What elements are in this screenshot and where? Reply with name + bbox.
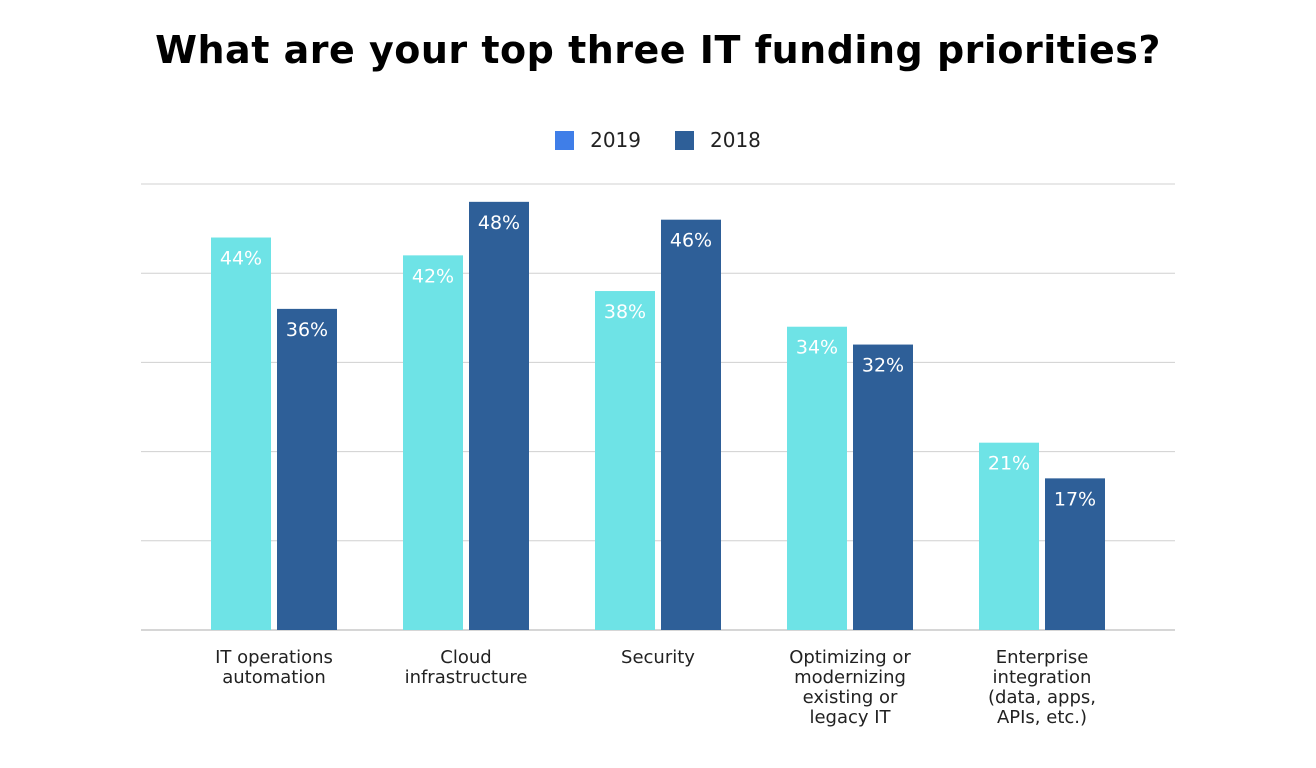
category-label: integration [993,667,1092,688]
data-label: 17% [1054,488,1096,510]
bar-2018-3 [853,344,913,630]
legend-label-2018: 2018 [710,128,761,152]
category-label: Optimizing or [789,647,911,668]
bar-2019-4 [979,442,1039,630]
data-label: 34% [796,337,838,359]
bar-2019-2 [595,291,655,630]
category-label: modernizing [794,667,906,688]
bar-2018-0 [277,308,337,630]
category-label: infrastructure [405,667,528,688]
data-label: 32% [862,355,904,377]
bar-2019-1 [403,255,463,631]
data-label: 44% [220,248,262,270]
category-label: IT operations [215,647,333,668]
legend-label-2019: 2019 [590,128,641,152]
legend-swatch-2019 [555,130,575,150]
data-label: 38% [604,301,646,323]
data-label: 21% [988,453,1030,475]
category-label: APIs, etc.) [997,707,1087,728]
category-label: automation [222,667,326,688]
bar-2018-2 [661,219,721,630]
data-label: 36% [286,319,328,341]
category-label: existing or [803,687,898,708]
legend-item-2018: 2018 [675,128,761,152]
bar-2019-3 [787,326,847,630]
legend-item-2019: 2019 [555,128,641,152]
category-label: Security [621,647,695,668]
data-label: 46% [670,230,712,252]
bar-2018-1 [469,201,529,630]
category-label: (data, apps, [988,687,1096,708]
legend: 2019 2018 [0,128,1316,152]
bar-2019-0 [211,237,271,630]
category-label: legacy IT [809,707,891,728]
chart-title: What are your top three IT funding prior… [155,28,1161,72]
bar-2018-4 [1045,478,1105,630]
legend-swatch-2018 [675,130,694,150]
category-label: Cloud [440,647,491,668]
data-label: 42% [412,265,454,287]
data-label: 48% [478,212,520,234]
category-label: Enterprise [996,647,1089,668]
